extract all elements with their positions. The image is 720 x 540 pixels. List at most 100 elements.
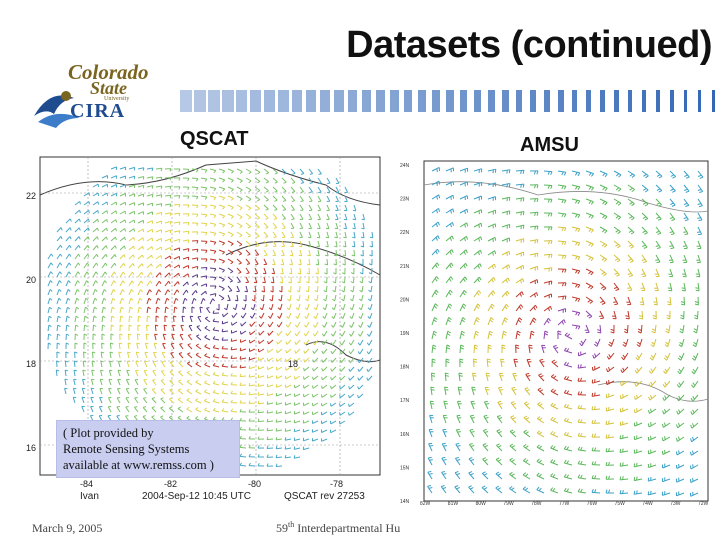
wind-barb-tick (93, 324, 97, 327)
wind-barb-tick (316, 245, 320, 248)
wind-barb-tick (662, 410, 665, 415)
wind-barb (83, 262, 88, 269)
wind-barb (164, 229, 171, 233)
wind-barb (164, 289, 169, 296)
wind-barb (501, 183, 510, 186)
wind-barb (326, 186, 331, 193)
wind-barb-tick (475, 319, 479, 323)
wind-barb-tick (247, 226, 252, 229)
wind-barb-tick (689, 451, 692, 456)
wind-barb (74, 280, 78, 287)
wind-barb-tick (465, 249, 468, 254)
wind-barb-tick (321, 359, 324, 363)
wind-barb (191, 177, 199, 180)
wind-barb (74, 324, 77, 332)
wind-barb-tick (195, 370, 199, 374)
wind-barb-tick (594, 447, 597, 452)
wind-barb-tick (580, 377, 582, 382)
wind-barb (468, 472, 475, 480)
wind-barb-tick (446, 333, 451, 336)
wind-barb (160, 407, 166, 413)
wind-barb-tick (457, 431, 461, 433)
wind-barb-tick (550, 199, 553, 203)
wind-barb (571, 268, 580, 272)
wind-barb-tick (283, 181, 287, 184)
wind-barb-tick (274, 208, 278, 211)
wind-barb (627, 226, 635, 233)
wind-barb-tick (95, 280, 98, 284)
wind-barb-tick (113, 280, 116, 284)
wind-barb (146, 246, 153, 251)
wind-barb-tick (641, 273, 645, 275)
wind-barb (662, 436, 671, 442)
wind-barb (331, 357, 337, 363)
wind-barb-tick (239, 373, 242, 377)
wind-barb (110, 306, 113, 314)
wind-barb (152, 370, 157, 377)
wind-barb-tick (196, 214, 199, 218)
wind-barb (537, 418, 545, 424)
wind-barb-tick (119, 333, 123, 336)
wind-barb-tick (160, 177, 163, 181)
wind-barb-tick (77, 262, 81, 266)
wind-barb-tick (75, 315, 79, 319)
wind-barb (431, 345, 434, 354)
wind-barb (487, 223, 496, 228)
wind-barb (281, 204, 287, 210)
wind-barb (65, 298, 69, 305)
wind-barb (154, 334, 157, 341)
wind-barb (529, 265, 538, 270)
wind-barb (303, 438, 310, 442)
wind-barb (620, 478, 629, 481)
wind-barb (445, 289, 451, 298)
wind-barb-tick (670, 247, 675, 250)
wind-barb (92, 316, 95, 323)
wind-barb-tick (49, 306, 53, 310)
wind-barb-tick (212, 389, 216, 393)
wind-barb-tick (313, 316, 317, 319)
wind-barb-tick (266, 392, 269, 396)
wind-barb (137, 254, 143, 260)
wind-barb-tick (124, 228, 126, 232)
wind-barb-tick (656, 261, 661, 264)
wind-barb-tick (248, 198, 252, 202)
wind-barb-tick (213, 170, 217, 174)
wind-barb-tick (484, 459, 488, 462)
wind-barb (173, 221, 180, 224)
wind-barb-tick (532, 319, 536, 323)
wind-barb (473, 290, 480, 298)
wind-barb (627, 212, 635, 219)
wind-barb (236, 267, 242, 273)
wind-barb (74, 262, 79, 269)
wind-barb (47, 316, 50, 323)
wind-barb (64, 370, 67, 377)
wind-barb (47, 333, 50, 341)
wind-barb (65, 262, 70, 269)
wind-barb-tick (608, 475, 610, 480)
wind-barb (683, 184, 690, 192)
wind-barb (128, 271, 133, 278)
wind-barb (441, 457, 447, 466)
wind-barb-tick (435, 237, 438, 241)
wind-barb (304, 348, 310, 354)
wind-barb (557, 170, 566, 173)
wind-barb-tick (604, 230, 608, 234)
wind-barb-tick (511, 445, 516, 448)
wind-barb-tick (172, 324, 176, 327)
wind-barb (91, 351, 94, 359)
wind-barb-tick (186, 415, 190, 419)
wind-barb-tick (488, 347, 492, 350)
wind-barb (322, 357, 328, 363)
wind-barb (431, 317, 435, 326)
wind-barb (109, 352, 112, 359)
wind-barb-tick (313, 324, 316, 328)
wind-barb (281, 213, 287, 220)
wind-barb-tick (534, 212, 536, 217)
wind-barb (361, 294, 364, 301)
wind-barb-tick (265, 208, 269, 211)
wind-barb-tick (622, 489, 624, 494)
wind-barb-tick (615, 201, 620, 205)
wind-barb-tick (131, 289, 134, 293)
amsu-wind-barbs (427, 166, 704, 497)
wind-barb-tick (550, 487, 554, 491)
